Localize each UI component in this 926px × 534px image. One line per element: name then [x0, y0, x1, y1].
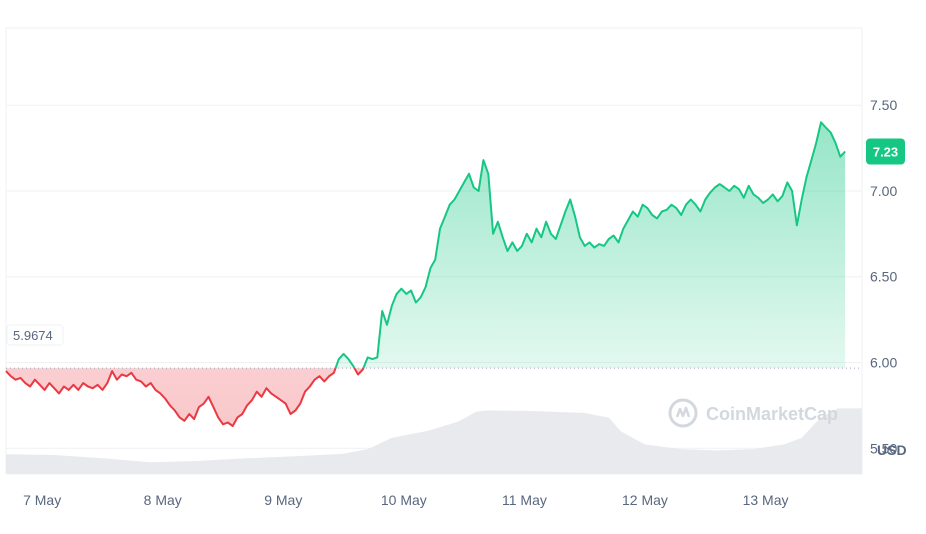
volume-layer [6, 408, 862, 474]
coinmarketcap-logo-icon [668, 398, 698, 428]
x-tick-label: 13 May [743, 492, 789, 508]
price-line-up [334, 121, 846, 369]
x-tick-label: 10 May [381, 492, 427, 508]
line-layer [5, 121, 846, 427]
y-tick-label: 6.50 [870, 269, 897, 285]
x-tick-label: 12 May [622, 492, 668, 508]
watermark-text: CoinMarketCap [706, 404, 838, 424]
x-tick-label: 8 May [144, 492, 182, 508]
y-tick-label: 7.00 [870, 183, 897, 199]
price-line-down [5, 368, 365, 427]
x-tick-label: 7 May [23, 492, 61, 508]
unit-label: USD [877, 442, 907, 458]
x-tick-label: 9 May [264, 492, 302, 508]
area-layer [6, 122, 846, 426]
volume-area [6, 408, 862, 474]
current-price-badge: 7.23 [866, 138, 905, 165]
axis-layer: 7.50 7.00 6.50 6.00 5.50 7 May 8 May 9 May 10 Ma… [23, 97, 897, 508]
price-area-up [335, 122, 846, 369]
label-layer: 5.9674 7.23 USD [6, 138, 907, 458]
current-price-label: 7.23 [873, 145, 898, 160]
baseline-label-text: 5.9674 [13, 328, 53, 343]
y-tick-label: 6.00 [870, 355, 897, 371]
y-tick-label: 7.50 [870, 97, 897, 113]
x-tick-label: 11 May [502, 492, 547, 508]
watermark-layer: CoinMarketCap [668, 398, 838, 428]
y-tick-label: 5.50 [870, 440, 897, 456]
baseline-label: 5.9674 [6, 324, 64, 346]
